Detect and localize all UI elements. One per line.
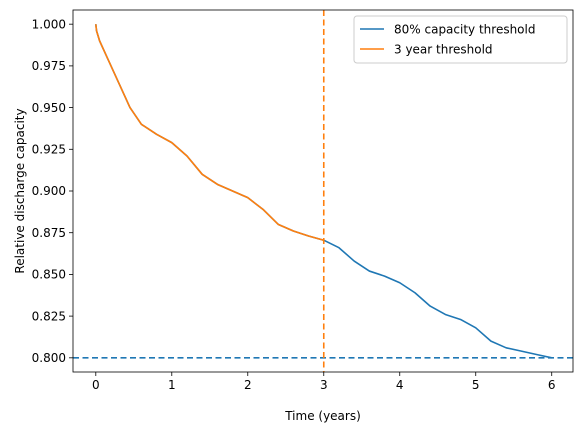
y-tick-label: 0.850: [32, 268, 66, 282]
legend-box: [353, 15, 568, 64]
x-axis-label: Time (years): [284, 409, 361, 423]
legend-label-80pct-capacity: 80% capacity threshold: [394, 22, 535, 36]
x-tick-label: 0: [92, 378, 100, 392]
y-tick-label: 0.925: [32, 142, 66, 156]
y-axis-label: Relative discharge capacity: [13, 108, 27, 273]
y-tick-label: 0.875: [32, 226, 66, 240]
x-tick-label: 1: [168, 378, 176, 392]
x-axis-ticks: 0 1 2 3 4 5 6: [92, 372, 556, 392]
y-tick-label: 0.975: [32, 59, 66, 73]
series-line-3-year: [95, 24, 324, 241]
x-tick-label: 4: [396, 378, 404, 392]
x-tick-label: 2: [244, 378, 252, 392]
series-layer: [95, 24, 552, 359]
legend-label-3-year: 3 year threshold: [394, 42, 493, 56]
y-tick-label: 0.950: [32, 101, 66, 115]
y-tick-label: 0.900: [32, 184, 66, 198]
y-axis-ticks: 0.800 0.825 0.850 0.875 0.900 0.925 0.950 0.975…: [32, 17, 73, 365]
x-tick-label: 5: [472, 378, 480, 392]
reference-lines-layer: [73, 10, 573, 372]
y-tick-label: 0.825: [32, 309, 66, 323]
x-tick-label: 6: [548, 378, 556, 392]
y-tick-label: 1.000: [32, 17, 66, 31]
y-tick-label: 0.800: [32, 351, 66, 365]
x-tick-label: 3: [320, 378, 328, 392]
legend: 80% capacity threshold 3 year threshold: [353, 15, 568, 64]
